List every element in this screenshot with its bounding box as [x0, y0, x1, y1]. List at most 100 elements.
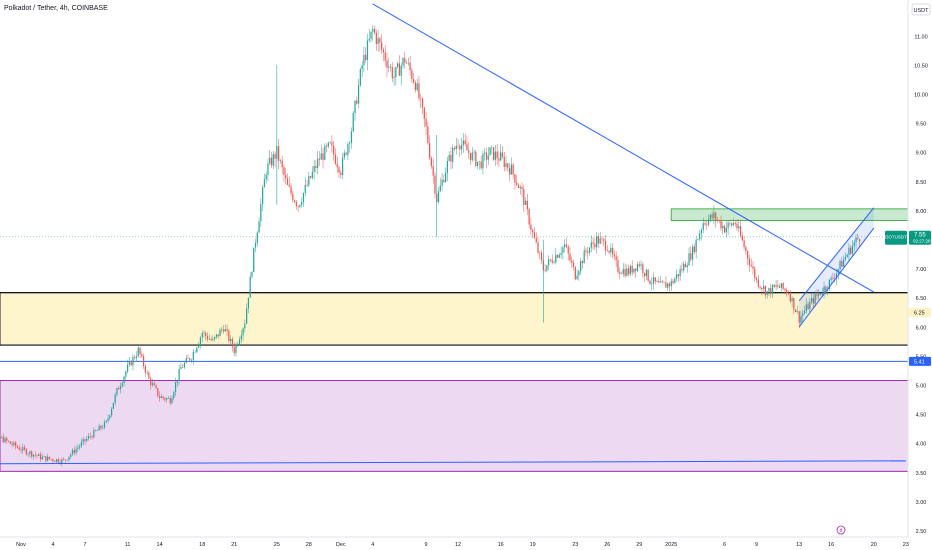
candle-body — [228, 330, 230, 342]
candle-body — [745, 247, 747, 252]
candle-body — [612, 247, 614, 255]
candle-body — [645, 269, 648, 277]
candle-body — [521, 186, 523, 190]
candle-body — [661, 281, 663, 283]
x-tick-label: 21 — [231, 542, 237, 548]
last-price-tag: DOTUSDT 7.55 02:27:28 — [885, 230, 931, 245]
currency-button[interactable]: USDT — [911, 3, 931, 16]
candle-body — [32, 454, 35, 457]
candle-body — [592, 242, 594, 244]
candle-body — [810, 298, 813, 302]
candle-body — [205, 332, 207, 337]
candle-body — [190, 359, 193, 361]
candle-body — [409, 62, 411, 71]
candle-body — [674, 278, 676, 283]
candle-body — [530, 224, 532, 230]
candle-body — [457, 145, 459, 147]
candle-body — [260, 203, 262, 222]
candle-body — [631, 265, 633, 273]
candle-body — [103, 421, 106, 428]
candle-body — [610, 247, 612, 253]
candle-body — [517, 184, 520, 189]
candle-body — [407, 62, 409, 64]
candle-body — [43, 456, 45, 458]
candle-body — [555, 254, 557, 263]
candle-body — [123, 376, 125, 384]
candle-body — [185, 358, 187, 363]
candle-body — [379, 38, 381, 43]
x-tick-label: 12 — [455, 542, 461, 548]
candle-body — [723, 225, 726, 233]
candle-body — [738, 226, 740, 229]
candle-body — [322, 153, 324, 160]
candle-body — [135, 356, 138, 358]
candle-body — [727, 222, 729, 229]
candle-body — [288, 184, 290, 187]
candle-body — [510, 164, 512, 175]
candle-body — [537, 242, 539, 253]
candle-body — [622, 269, 624, 274]
candle-body — [796, 311, 799, 312]
y-tick-label: 8.50 — [916, 180, 927, 186]
candle-body — [619, 272, 621, 274]
x-tick-label: 9 — [755, 542, 758, 548]
candle-body — [825, 286, 827, 290]
candle-body — [420, 98, 422, 100]
candle-body — [242, 328, 244, 336]
candle-body — [382, 49, 385, 53]
candle-body — [535, 237, 537, 243]
time-axis[interactable]: Nov 4 7 11 14 18 21 25 28 Dec 4 9 12 16 19 23 26 29 2025 6 9… — [16, 542, 909, 548]
candle-body — [249, 276, 251, 298]
candle-body — [112, 402, 115, 409]
candle-body — [292, 193, 294, 201]
candle-body — [755, 277, 758, 280]
candle-body — [238, 339, 241, 345]
candle-body — [460, 144, 463, 150]
candle-body — [821, 293, 823, 295]
drawings-layer[interactable] — [0, 3, 906, 465]
candle-body — [512, 164, 514, 175]
candle-body — [48, 456, 51, 459]
candle-body — [247, 297, 250, 309]
candle-body — [389, 66, 392, 68]
candle-body — [299, 204, 301, 207]
x-tick-label: 25 — [274, 542, 280, 548]
candle-body — [569, 253, 571, 261]
candle-body — [217, 334, 219, 337]
candle-body — [725, 228, 727, 233]
candle-body — [398, 63, 401, 76]
candle-body — [716, 219, 719, 221]
price-axis[interactable]: 2.503.003.504.004.505.005.506.006.507.00… — [914, 34, 928, 535]
candle-body — [313, 166, 315, 172]
candle-body — [668, 283, 671, 287]
candle-body — [532, 229, 534, 233]
candle-body — [665, 282, 667, 288]
candle-body — [82, 439, 84, 443]
candle-body — [791, 297, 793, 302]
candle-body — [308, 176, 310, 186]
candle-body — [793, 297, 795, 310]
candle-body — [858, 239, 861, 242]
tradingview-logo-icon[interactable]: d — [836, 525, 846, 535]
candle-body — [784, 288, 786, 291]
candle-body — [468, 150, 470, 153]
candle-body — [699, 233, 701, 240]
candle-body — [558, 254, 560, 258]
x-tick-label: 13 — [796, 542, 802, 548]
candle-body — [556, 254, 559, 258]
candle-body — [110, 408, 113, 416]
candle-body — [0, 436, 3, 438]
svg-text:5.41: 5.41 — [914, 359, 925, 365]
candle-body — [281, 160, 283, 168]
candle-body — [393, 77, 395, 79]
candle-body — [70, 454, 72, 457]
candle-body — [763, 286, 765, 290]
candle-body — [57, 459, 59, 463]
x-tick-label: 23 — [903, 542, 909, 548]
x-tick-label: 26 — [604, 542, 610, 548]
candle-body — [818, 293, 820, 296]
candle-body — [549, 259, 552, 261]
trendline-1 — [0, 460, 906, 465]
y-tick-label: 3.00 — [916, 500, 927, 506]
